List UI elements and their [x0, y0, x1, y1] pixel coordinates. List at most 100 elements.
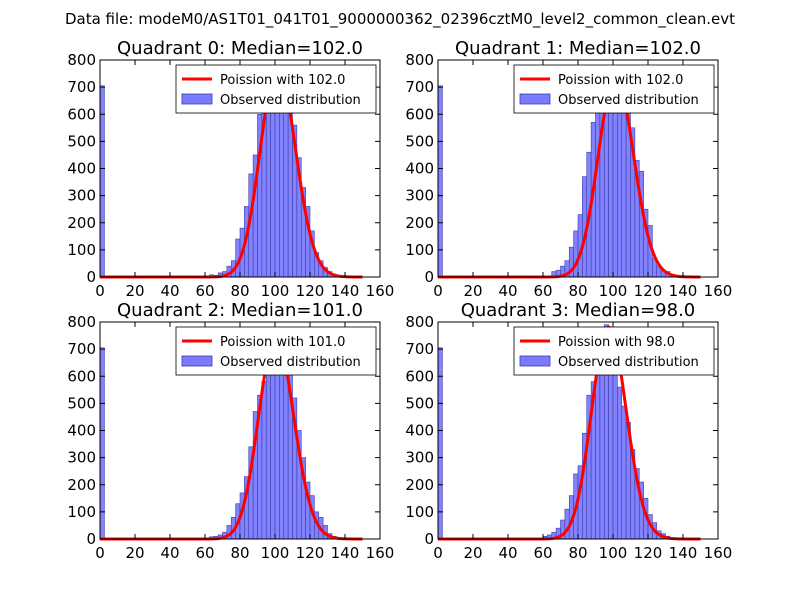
histogram-bar	[621, 405, 627, 540]
panels: Quadrant 0: Median=102.0 0 20 40 60 80 100 120 1…	[67, 38, 732, 562]
x-tick-label: 120	[296, 282, 325, 300]
legend-box	[513, 64, 715, 114]
legend-observed-swatch	[519, 355, 551, 367]
histogram-bar	[265, 86, 271, 278]
legend-box	[175, 326, 377, 376]
y-tick-label: 100	[405, 241, 434, 259]
x-tick-label: 60	[533, 544, 552, 562]
y-tick-label: 700	[405, 340, 434, 358]
panel-title: Quadrant 3: Median=98.0	[461, 300, 696, 321]
x-tick-label: 120	[634, 282, 663, 300]
panel-3: Quadrant 3: Median=98.0 0 20 40 60 80 100 120 14…	[405, 300, 732, 562]
x-tick-label: 0	[433, 282, 443, 300]
panel-2: Quadrant 2: Median=101.0 0 20 40 60 80 100 120 1…	[67, 300, 394, 562]
legend-poisson-label: Poission with 101.0	[220, 335, 345, 350]
legend-observed-label: Observed distribution	[558, 355, 699, 370]
y-tick-label: 400	[67, 160, 96, 178]
x-tick-label: 100	[599, 544, 628, 562]
y-tick-label: 500	[405, 394, 434, 412]
panel-title: Quadrant 0: Median=102.0	[117, 38, 363, 59]
x-tick-label: 100	[599, 282, 628, 300]
y-tick-label: 700	[67, 78, 96, 96]
histogram-bar	[617, 386, 623, 540]
y-tick-label: 800	[67, 313, 96, 331]
histogram-bar	[265, 370, 271, 540]
y-tick-label: 600	[67, 367, 96, 385]
y-tick-label: 500	[405, 132, 434, 150]
legend-observed-label: Observed distribution	[220, 355, 361, 370]
x-tick-label: 60	[195, 282, 214, 300]
histogram-bar	[621, 92, 627, 278]
x-tick-label: 140	[669, 544, 698, 562]
x-tick-label: 160	[366, 544, 395, 562]
legend-poisson-label: Poission with 98.0	[558, 335, 675, 350]
legend-box	[513, 326, 715, 376]
histogram-bar	[261, 381, 267, 540]
y-tick-label: 400	[405, 422, 434, 440]
legend-observed-label: Observed distribution	[220, 93, 361, 108]
x-tick-label: 80	[568, 544, 587, 562]
panel-1: Quadrant 1: Median=102.0 0 20 40 60 80 100 120 1…	[405, 38, 732, 300]
y-tick-label: 300	[405, 449, 434, 467]
legend-observed-label: Observed distribution	[558, 93, 699, 108]
y-tick-label: 700	[67, 340, 96, 358]
x-tick-label: 40	[160, 544, 179, 562]
legend-observed-swatch	[181, 93, 213, 105]
y-tick-label: 600	[405, 367, 434, 385]
legend-observed-swatch	[519, 93, 551, 105]
y-tick-label: 300	[67, 449, 96, 467]
y-tick-label: 400	[405, 160, 434, 178]
x-tick-label: 120	[296, 544, 325, 562]
x-tick-label: 80	[230, 544, 249, 562]
y-tick-label: 600	[405, 105, 434, 123]
x-tick-label: 40	[498, 282, 517, 300]
y-tick-label: 200	[67, 476, 96, 494]
x-tick-label: 0	[95, 282, 105, 300]
histogram-bar	[279, 348, 285, 540]
y-tick-label: 0	[86, 530, 96, 548]
y-tick-label: 700	[405, 78, 434, 96]
y-tick-label: 500	[67, 394, 96, 412]
y-tick-label: 200	[405, 214, 434, 232]
x-tick-label: 160	[704, 544, 733, 562]
x-tick-label: 100	[261, 544, 290, 562]
y-tick-label: 100	[405, 503, 434, 521]
x-tick-label: 20	[125, 282, 144, 300]
x-tick-label: 20	[463, 282, 482, 300]
panel-title: Quadrant 2: Median=101.0	[117, 300, 363, 321]
x-tick-label: 40	[160, 282, 179, 300]
y-tick-label: 600	[67, 105, 96, 123]
y-tick-label: 500	[67, 132, 96, 150]
legend-poisson-label: Poission with 102.0	[220, 73, 345, 88]
x-tick-label: 60	[195, 544, 214, 562]
y-tick-label: 100	[67, 241, 96, 259]
x-tick-label: 160	[366, 282, 395, 300]
y-tick-label: 800	[405, 313, 434, 331]
x-tick-label: 0	[95, 544, 105, 562]
histogram-bar	[612, 356, 618, 540]
legend-poisson-label: Poission with 102.0	[558, 73, 683, 88]
y-tick-label: 0	[424, 530, 434, 548]
x-tick-label: 80	[568, 282, 587, 300]
x-tick-label: 140	[331, 282, 360, 300]
y-tick-label: 200	[67, 214, 96, 232]
y-tick-label: 300	[67, 187, 96, 205]
histogram-bar	[573, 230, 579, 278]
panel-0: Quadrant 0: Median=102.0 0 20 40 60 80 100 120 1…	[67, 38, 394, 300]
x-tick-label: 40	[498, 544, 517, 562]
x-tick-label: 140	[669, 282, 698, 300]
x-tick-label: 20	[125, 544, 144, 562]
x-tick-label: 60	[533, 282, 552, 300]
x-tick-label: 120	[634, 544, 663, 562]
histogram-bar	[564, 508, 570, 540]
y-tick-label: 0	[86, 268, 96, 286]
x-tick-label: 160	[704, 282, 733, 300]
legend-box	[175, 64, 377, 114]
y-tick-label: 400	[67, 422, 96, 440]
legend-observed-swatch	[181, 355, 213, 367]
histogram-bar	[617, 86, 623, 278]
x-tick-label: 100	[261, 282, 290, 300]
y-tick-label: 200	[405, 476, 434, 494]
x-tick-label: 80	[230, 282, 249, 300]
